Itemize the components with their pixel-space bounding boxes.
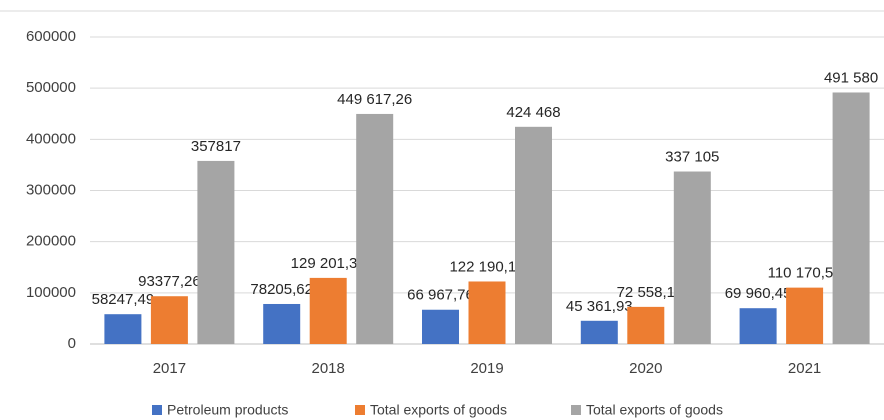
bar	[197, 160, 235, 344]
legend-label: Total exports of goods	[586, 402, 723, 418]
legend-swatch	[152, 405, 162, 415]
bar	[104, 314, 142, 344]
bar	[673, 171, 711, 344]
bar	[739, 308, 777, 344]
bar	[150, 296, 188, 344]
data-label: 449 617,26	[337, 91, 412, 108]
x-tick-label: 2021	[788, 360, 821, 377]
data-label: 66 967,76	[407, 287, 474, 304]
bar	[515, 126, 552, 344]
bar	[580, 320, 618, 344]
y-tick-label: 500000	[26, 79, 76, 96]
y-tick-label: 400000	[26, 130, 76, 147]
y-tick-label: 200000	[26, 233, 76, 250]
data-label: 72 558,1	[617, 284, 675, 301]
data-label: 78205,62	[250, 281, 313, 298]
bar	[832, 92, 870, 344]
legend-swatch	[355, 405, 365, 415]
y-tick-label: 0	[68, 335, 76, 352]
legend-label: Total exports of goods	[370, 402, 507, 418]
data-label: 424 468	[506, 104, 560, 121]
y-tick-label: 600000	[26, 28, 76, 45]
data-label: 129 201,35	[291, 255, 366, 272]
bar	[422, 309, 459, 344]
x-tick-label: 2020	[629, 360, 662, 377]
data-label: 93377,26	[138, 273, 201, 290]
x-tick-label: 2017	[153, 360, 186, 377]
bar	[627, 306, 665, 344]
bar	[263, 303, 301, 344]
y-tick-label: 100000	[26, 284, 76, 301]
bar	[786, 287, 824, 344]
data-label: 357817	[191, 138, 241, 155]
x-tick-label: 2019	[470, 360, 503, 377]
data-label: 337 105	[665, 148, 719, 165]
legend-swatch	[571, 405, 581, 415]
bar	[309, 277, 347, 344]
data-label: 69 960,45	[725, 285, 792, 302]
y-tick-label: 300000	[26, 181, 76, 198]
legend-label: Petroleum products	[167, 402, 288, 418]
data-label: 58247,49	[92, 291, 155, 308]
bar	[356, 113, 394, 345]
data-label: 110 170,57	[768, 265, 842, 282]
bar	[468, 281, 506, 344]
x-tick-label: 2018	[312, 360, 345, 377]
data-label: 122 190,14	[449, 258, 524, 275]
data-label: 45 361,93	[566, 298, 633, 315]
data-label: 491 580	[824, 69, 878, 86]
